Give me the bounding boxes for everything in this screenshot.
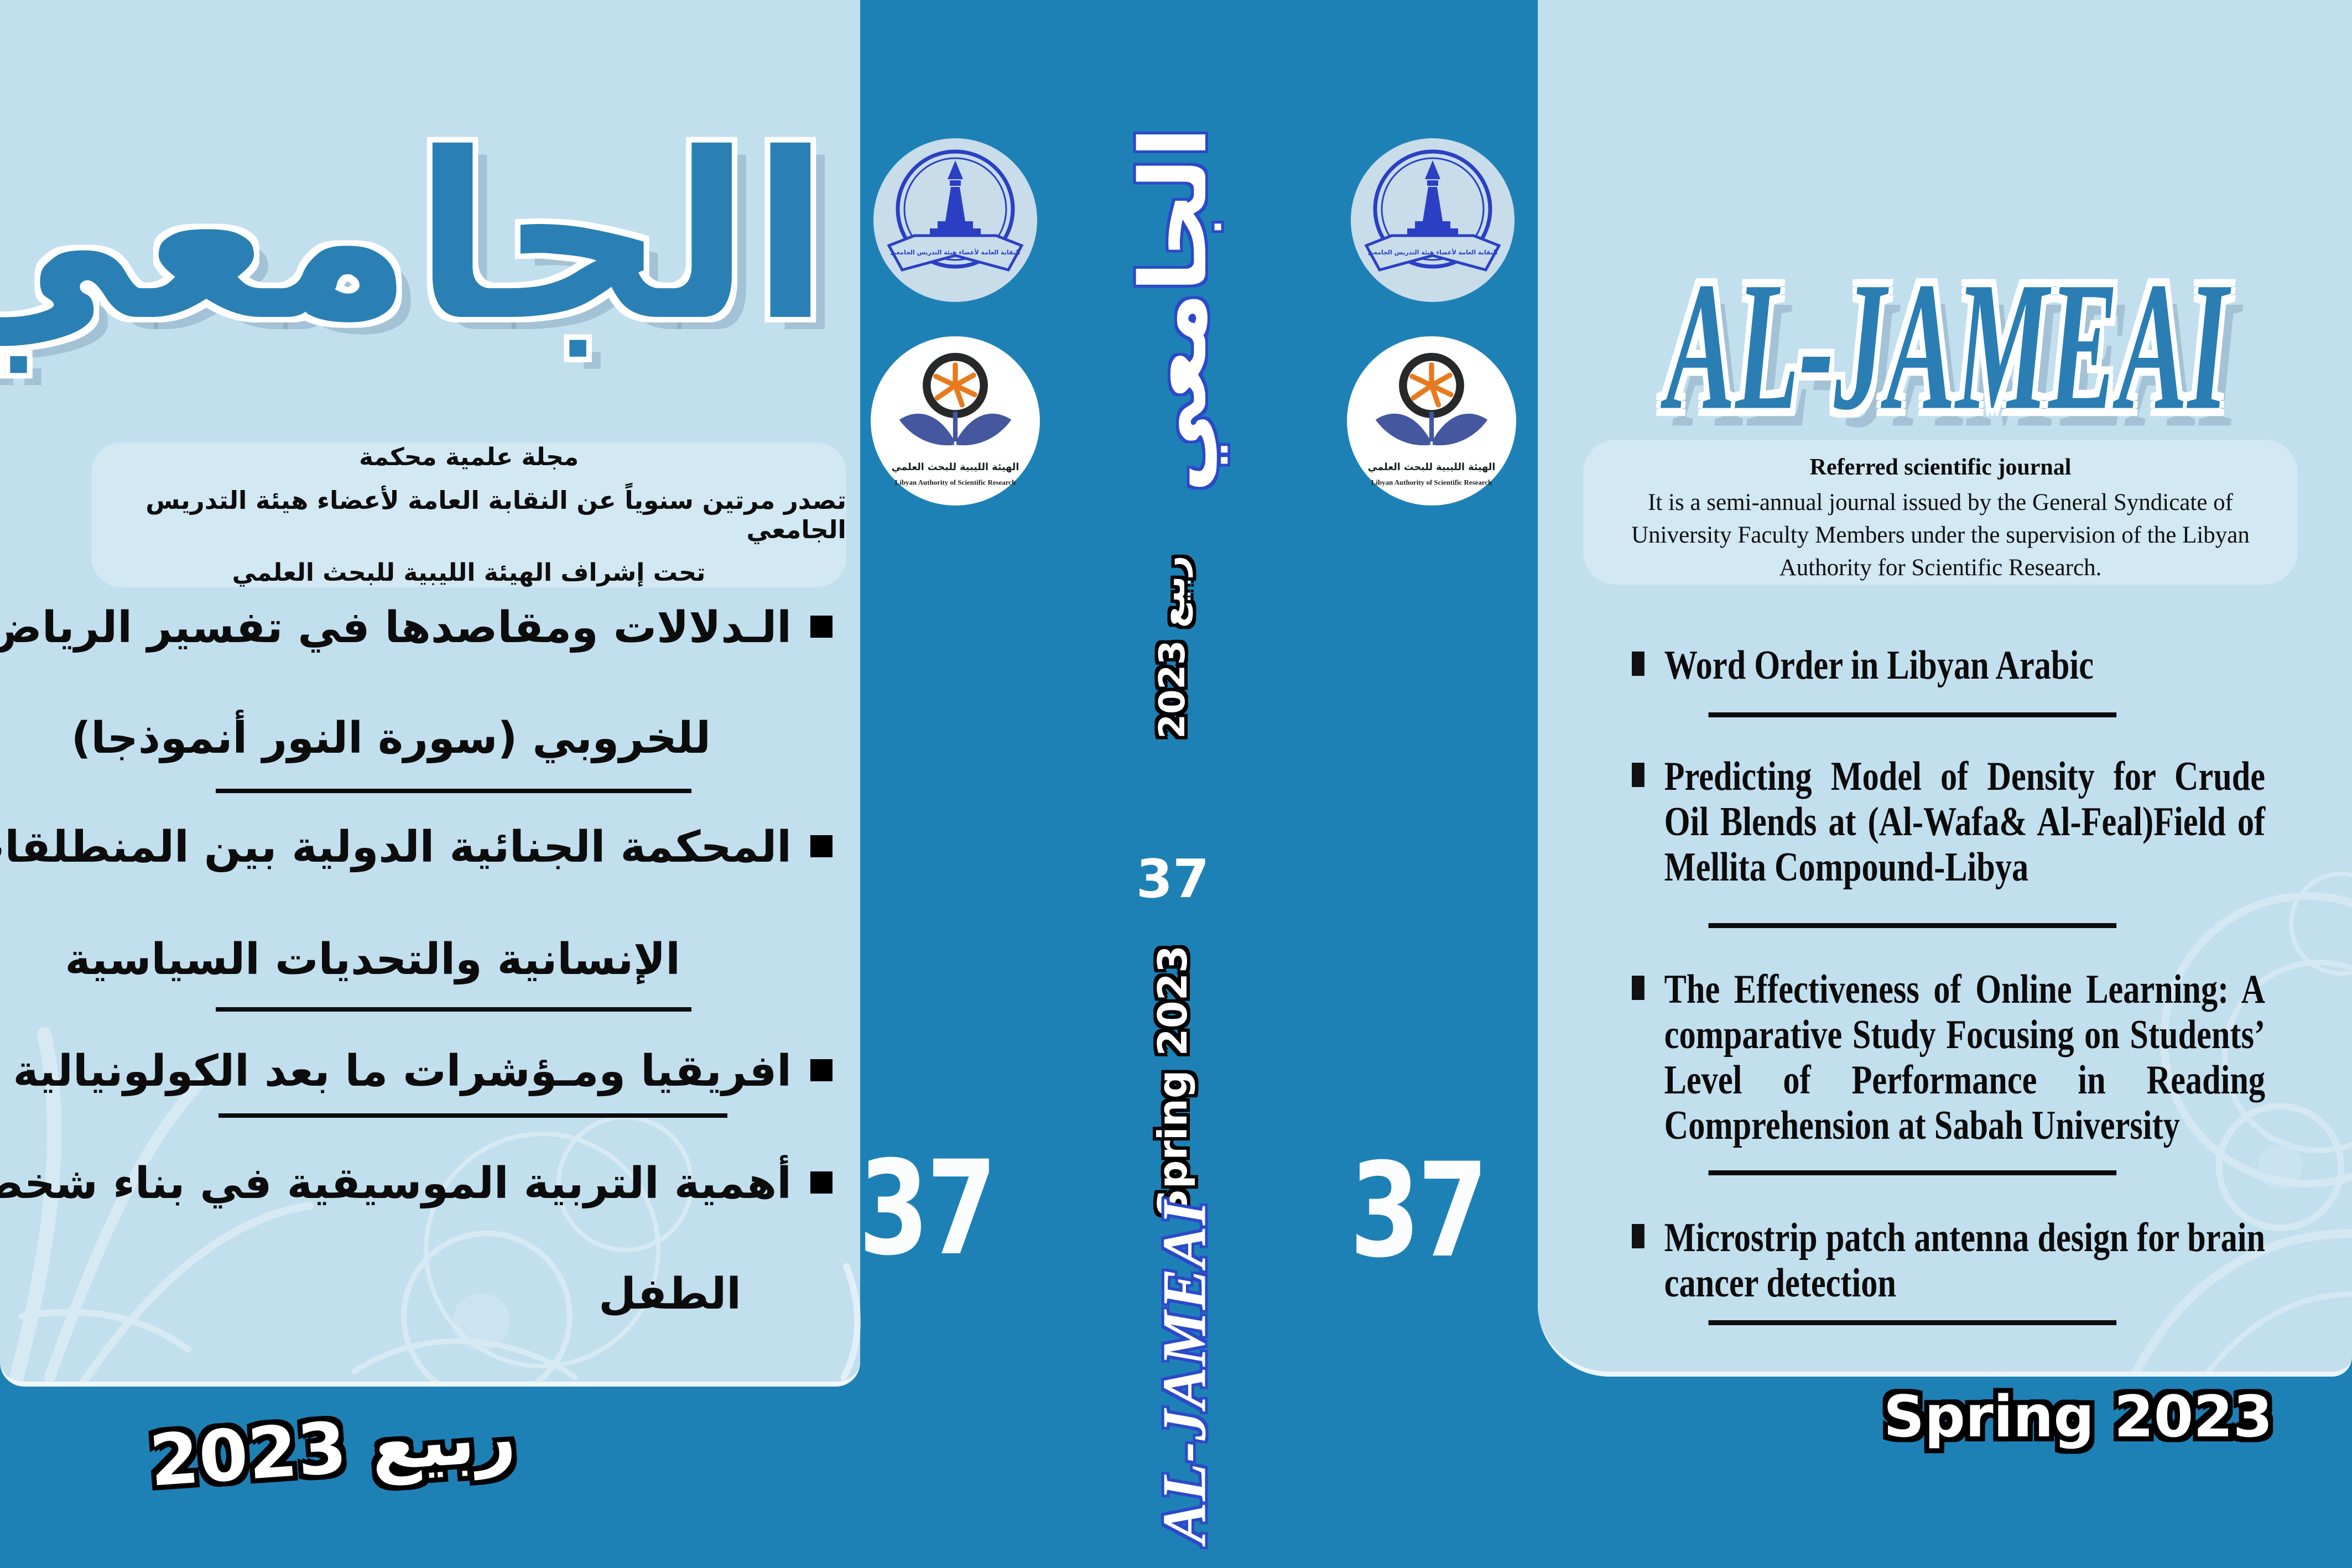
article-ar-1-text: الـدلالات ومقاصدها في تفسير الرياض [0, 603, 792, 653]
divider-line [1708, 712, 2117, 717]
issue-number-large-left: 37 [858, 1133, 997, 1284]
article-en-1: Word Order in Libyan Arabic [1632, 643, 2265, 688]
open-book-icon [1375, 411, 1488, 446]
spine-issue-number: 37 [1136, 849, 1210, 910]
square-bullet-icon [1632, 1224, 1645, 1248]
divider-line [1708, 1170, 2117, 1175]
syndicate-logo: النقابة العامة لأعضاء هيئة التدريس الجام… [872, 137, 1038, 303]
journal-description-en-body: It is a semi-annual journal issued by th… [1631, 489, 2250, 581]
article-ar-1-line1: الـدلالات ومقاصدها في تفسير الرياض [0, 605, 832, 652]
article-en-3-text: The Effectiveness of Online Learning: A … [1664, 967, 2266, 1148]
syndicate-ribbon-text: النقابة العامة لأعضاء هيئة التدريس الجام… [1368, 248, 1498, 256]
syndicate-logo: النقابة العامة لأعضاء هيئة التدريس الجام… [1350, 137, 1516, 303]
back-cover-panel: الجامعي مجلة علمية محكمة تصدر مرتين سنوي… [0, 0, 860, 1387]
divider-line [216, 1007, 691, 1012]
spine-title-english: AL-JAMEAI [1150, 1200, 1219, 1544]
article-en-4: Microstrip patch antenna design for brai… [1632, 1215, 2265, 1306]
article-ar-3-text: افريقيا ومـؤشرات ما بعد الكولونيالية [13, 1046, 792, 1096]
authority-logo: الهيئة الليبية للبحث العلمي Libyan Autho… [870, 335, 1041, 507]
divider-line [216, 789, 691, 793]
journal-description-box-en: Referred scientific journal It is a semi… [1583, 440, 2298, 585]
authority-name-ar: الهيئة الليبية للبحث العلمي [1368, 462, 1496, 473]
article-ar-1-line2: للخروبي (سورة النور أنموذجا) [71, 713, 711, 763]
divider-line [1708, 923, 2117, 928]
article-ar-4-line2: الطفل [599, 1269, 741, 1319]
article-list-arabic: الـدلالات ومقاصدها في تفسير الرياض للخرو… [0, 605, 832, 1319]
article-en-3: The Effectiveness of Online Learning: A … [1632, 967, 2265, 1148]
back-footer-season-ar: ربيع 2023 [147, 1395, 518, 1503]
square-bullet-icon [810, 1059, 832, 1081]
article-en-2-text: Predicting Model of Density for Crude Oi… [1664, 754, 2266, 890]
article-list-english: Word Order in Libyan Arabic Predicting M… [1632, 643, 2265, 1325]
spine-title-arabic: الجامعي [1121, 127, 1227, 493]
article-ar-4-line1: أهمية التربية الموسيقية في بناء شخصية [0, 1160, 832, 1207]
open-book-icon [899, 411, 1012, 446]
journal-description-en-heading: Referred scientific journal [1809, 455, 2072, 480]
article-ar-3-line1: افريقيا ومـؤشرات ما بعد الكولونيالية [13, 1048, 832, 1095]
ribbon-banner [887, 234, 1024, 272]
front-footer-season-en: Spring 2023 [1883, 1384, 2273, 1450]
authority-logo: الهيئة الليبية للبحث العلمي Libyan Autho… [1346, 335, 1517, 507]
journal-title-arabic: الجامعي [0, 104, 830, 371]
sun-spokes-icon [1409, 362, 1454, 408]
article-ar-2-line1: المحكمة الجنائية الدولية بين المنطلقات [0, 824, 832, 871]
authority-name-en: Libyan Authority of Scientific Research [895, 478, 1016, 487]
square-bullet-icon [1632, 763, 1645, 787]
article-ar-2-line2: الإنسانية والتحديات السياسية [65, 935, 680, 984]
front-cover-panel [1538, 0, 2352, 1377]
article-ar-2-text: المحكمة الجنائية الدولية بين المنطلقات [0, 822, 792, 872]
syndicate-ribbon-text: النقابة العامة لأعضاء هيئة التدريس الجام… [891, 248, 1021, 256]
issue-number-large-right: 37 [1350, 1135, 1488, 1286]
square-bullet-icon [810, 1171, 832, 1194]
journal-description-box-ar: مجلة علمية محكمة تصدر مرتين سنوياً عن ال… [91, 442, 846, 587]
authority-name-ar: الهيئة الليبية للبحث العلمي [892, 462, 1019, 473]
square-bullet-icon [810, 835, 832, 857]
article-en-2: Predicting Model of Density for Crude Oi… [1632, 754, 2265, 890]
authority-name-en: Libyan Authority of Scientific Research [1371, 478, 1492, 487]
journal-description-ar-line2: تصدر مرتين سنوياً عن النقابة العامة لأعض… [145, 486, 846, 544]
journal-description-ar-line1: مجلة علمية محكمة [358, 443, 579, 471]
square-bullet-icon [810, 616, 832, 638]
spine-season-english: Spring 2023 [1149, 945, 1196, 1217]
article-ar-4-text: أهمية التربية الموسيقية في بناء شخصية [0, 1159, 792, 1208]
square-bullet-icon [1632, 652, 1645, 676]
journal-title-english: AL-JAMEAI [1666, 243, 2229, 449]
spine-season-arabic: ربيع 2023 [1152, 555, 1193, 739]
sun-spokes-icon [933, 362, 977, 408]
divider-line [218, 1113, 727, 1118]
article-en-4-text: Microstrip patch antenna design for brai… [1664, 1215, 2266, 1306]
article-en-1-text: Word Order in Libyan Arabic [1664, 643, 2094, 688]
divider-line [1708, 1320, 2117, 1325]
square-bullet-icon [1632, 976, 1645, 1000]
journal-description-ar-line3: تحت إشراف الهيئة الليبية للبحث العلمي [232, 559, 706, 587]
